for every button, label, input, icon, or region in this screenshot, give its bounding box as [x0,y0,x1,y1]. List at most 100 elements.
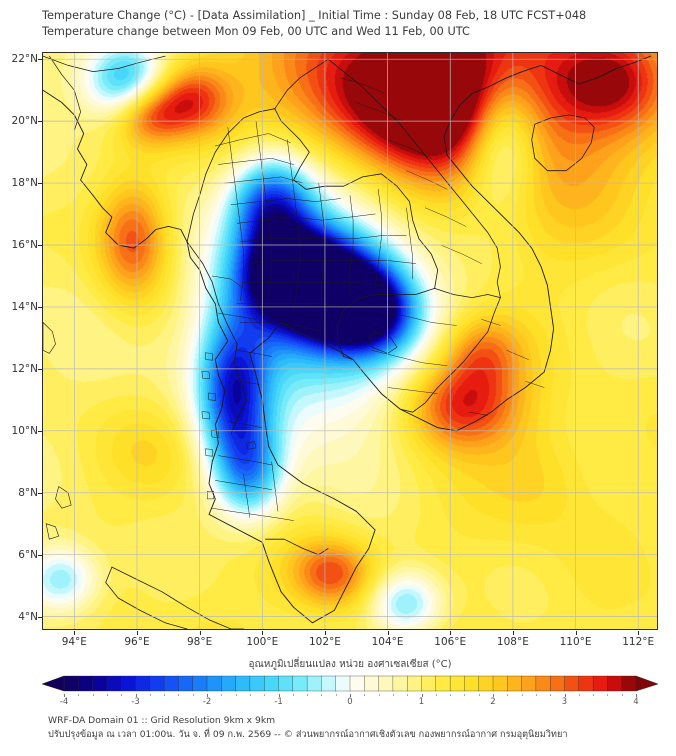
coastline-overlay [43,55,652,629]
colorbar-minor-tick [507,694,509,696]
lon-tick-mark [638,631,640,635]
colorbar-minor-tick [249,694,251,696]
colorbar-minor-tick [407,694,409,696]
colorbar-minor-tick [392,694,394,696]
colorbar-tick-label: -4 [59,697,69,707]
colorbar-tick-mark [350,694,351,697]
lat-tick-label: 6°N [18,548,38,561]
colorbar-ticks: -4 -3 -2 -1 0 1 2 3 4 [42,694,658,708]
colorbar-minor-tick [364,694,366,696]
lon-tick-mark [575,631,577,635]
colorbar-strip [42,674,658,694]
colorbar-tick-mark [421,694,423,697]
colorbar-minor-tick [450,694,452,696]
colorbar-minor-tick [192,694,194,696]
colorbar-minor-tick [435,694,437,696]
colorbar-tick-mark [135,694,137,697]
colorbar-tick-mark [636,694,637,697]
footer-line-2: ปรับปรุงข้อมูล ณ เวลา 01:00น. วัน จ. ที่… [48,729,568,740]
graticule-grid [43,53,657,629]
temperature-change-map[interactable] [42,52,658,630]
colorbar: อุณหภูมิเปลี่ยนแปลง หน่วย องศาเซลเซียส (… [42,658,658,708]
colorbar-tick-mark [207,694,208,697]
latitude-axis: 4°N 6°N 8°N 10°N 12°N 14°N 16°N 18°N 20°N 22°N [0,52,42,630]
lat-tick-mark [38,616,42,618]
longitude-axis: 94°E 96°E 98°E 100°E 102°E 104°E 106°E 108°E 110… [42,631,658,655]
colorbar-minor-tick [535,694,537,696]
lon-tick-mark [324,631,326,635]
lon-tick-label: 106°E [434,636,467,648]
lat-tick-mark [38,492,42,494]
colorbar-minor-tick [106,694,108,696]
lat-tick-label: 4°N [18,610,38,623]
colorbar-tick-label: -2 [202,697,212,707]
colorbar-minor-tick [578,694,580,696]
colorbar-minor-tick [378,694,380,696]
colorbar-minor-tick [149,694,151,696]
colorbar-minor-tick [621,694,623,696]
colorbar-minor-tick [92,694,94,696]
colorbar-minor-tick [78,694,80,696]
lat-tick-mark [38,306,42,308]
lat-tick-mark [38,121,42,123]
lat-tick-label: 18°N [11,177,38,190]
colorbar-minor-tick [550,694,552,696]
lat-tick-mark [38,59,42,61]
lat-tick-label: 12°N [11,362,38,375]
title-line-1: Temperature Change (°C) - [Data Assimila… [42,9,587,22]
lon-tick-mark [136,631,138,635]
lat-tick-label: 16°N [11,239,38,251]
lat-tick-label: 22°N [11,53,38,66]
colorbar-tick-label: 2 [490,697,496,707]
lon-tick-mark [450,631,452,635]
colorbar-tick-label: -3 [131,697,140,707]
colorbar-tick-label: 4 [633,697,639,707]
lat-tick-label: 20°N [11,115,38,128]
colorbar-tick-mark [64,694,65,697]
colorbar-tick-mark [278,694,280,697]
colorbar-tick-label: 1 [418,697,425,707]
colorbar-minor-tick [121,694,123,696]
lat-tick-mark [38,245,42,246]
colorbar-minor-tick [221,694,223,696]
lon-tick-label: 102°E [308,636,341,648]
lat-tick-mark [38,368,42,370]
lon-tick-label: 110°E [559,636,592,648]
colorbar-minor-tick [178,694,180,696]
lat-tick-mark [38,554,42,556]
lon-tick-mark [512,631,514,635]
temperature-field [43,53,657,629]
colorbar-minor-tick [164,694,166,696]
lat-tick-mark [38,183,42,185]
lon-tick-label: 112°E [622,636,655,648]
footer-line-1: WRF-DA Domain 01 :: Grid Resolution 9km … [48,715,276,726]
lon-tick-mark [262,631,264,635]
lon-tick-label: 96°E [124,636,150,648]
colorbar-tick-label: 0 [347,697,353,707]
colorbar-minor-tick [235,694,237,696]
lon-tick-label: 98°E [187,636,213,648]
colorbar-minor-tick [321,694,323,696]
lon-tick-mark [387,631,389,635]
colorbar-tick-label: -1 [274,697,283,707]
lon-tick-mark [199,631,201,635]
page-title: Temperature Change (°C) - [Data Assimila… [42,8,662,40]
colorbar-minor-tick [264,694,266,696]
lon-tick-label: 94°E [61,636,87,648]
colorbar-minor-tick [521,694,523,696]
colorbar-minor-tick [464,694,466,696]
lat-tick-label: 8°N [18,486,38,499]
colorbar-title: อุณหภูมิเปลี่ยนแปลง หน่วย องศาเซลเซียส (… [248,659,452,670]
colorbar-minor-tick [307,694,309,696]
lon-tick-label: 104°E [371,636,404,648]
colorbar-minor-tick [607,694,609,696]
colorbar-minor-tick [292,694,294,696]
footer: WRF-DA Domain 01 :: Grid Resolution 9km … [48,714,668,742]
colorbar-minor-tick [335,694,337,696]
lat-tick-mark [38,430,42,432]
lon-tick-label: 108°E [496,636,529,648]
lat-tick-label: 14°N [11,300,38,313]
colorbar-minor-tick [593,694,595,696]
lon-tick-label: 100°E [246,636,279,648]
